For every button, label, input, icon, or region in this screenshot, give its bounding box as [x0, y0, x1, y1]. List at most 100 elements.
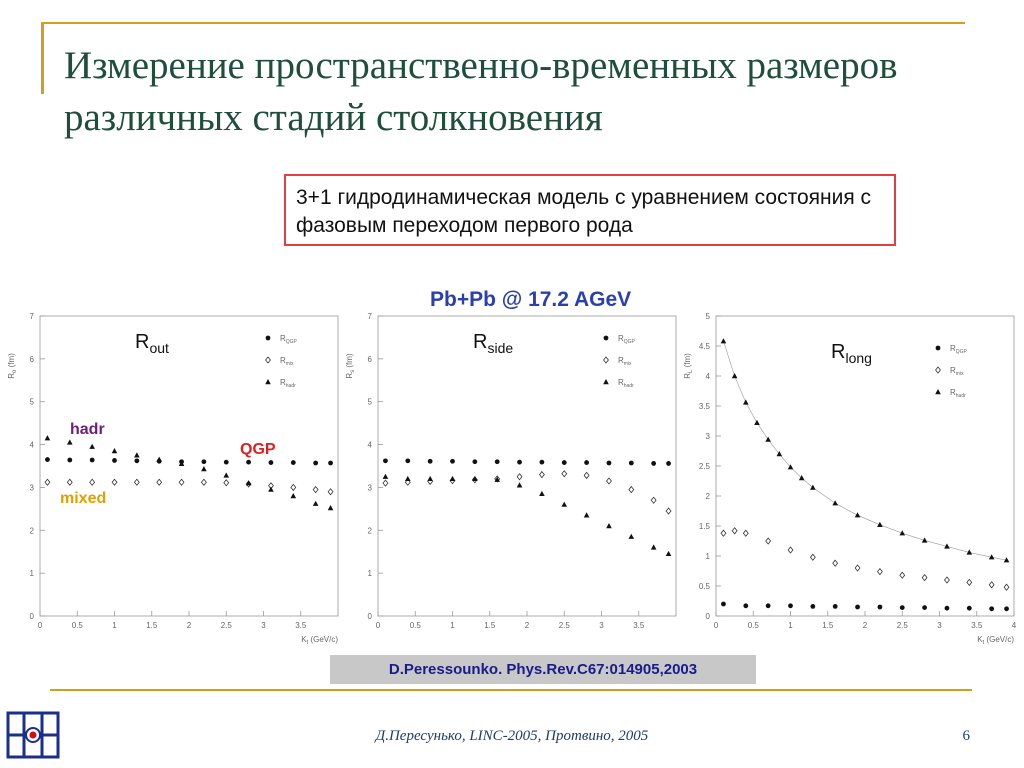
- data-point-circle: [112, 458, 117, 463]
- data-point-diamond: [876, 567, 883, 576]
- data-point-circle: [651, 461, 657, 466]
- data-point-triangle: [245, 480, 252, 486]
- footer-text: Д.Пересунько, LINC-2005, Протвино, 2005: [375, 728, 649, 744]
- data-point-circle: [561, 460, 567, 465]
- data-point-circle: [922, 605, 927, 610]
- data-point-circle: [584, 460, 589, 465]
- data-point-diamond: [66, 478, 73, 486]
- data-point-circle: [405, 458, 411, 464]
- data-point-triangle: [405, 475, 411, 482]
- legend-marker-diamond: [603, 356, 609, 364]
- data-point-diamond: [156, 478, 163, 486]
- y-tick-label: 3: [368, 483, 373, 492]
- legend-entry: Rmix: [618, 356, 632, 367]
- data-point-diamond: [89, 478, 96, 486]
- data-point-diamond: [44, 478, 51, 486]
- data-point-triangle: [798, 475, 805, 481]
- data-point-triangle: [988, 554, 995, 560]
- panel-label-side: Rside: [473, 331, 513, 356]
- annotation-qgp: QGP: [240, 441, 276, 458]
- x-tick-label: 1: [450, 621, 455, 630]
- x-tick-label: 2: [525, 621, 530, 630]
- data-point-circle: [1004, 606, 1009, 612]
- data-point-diamond: [650, 496, 657, 504]
- chart-panel-rside: 0 1 2 3 4 5 6 7 0 0.5 1 1.5 2 2.5 3 3.5 Rs (fm) Rside RQGP…: [338, 308, 683, 648]
- data-point-diamond: [832, 559, 839, 567]
- data-point-circle: [944, 605, 950, 611]
- y-tick-label: 0: [30, 612, 35, 621]
- legend-entry: Rmix: [280, 356, 294, 367]
- x-tick-label: 3.5: [295, 621, 307, 630]
- y-tick-label: 4: [706, 372, 711, 381]
- data-point-triangle: [720, 338, 727, 344]
- data-point-circle: [810, 604, 816, 609]
- y-axis-label: Ro (fm): [7, 353, 18, 379]
- y-tick-label: 5: [706, 312, 711, 321]
- data-point-circle: [89, 457, 95, 463]
- institute-logo-icon: [6, 711, 60, 759]
- x-tick-label: 3.5: [633, 621, 645, 630]
- data-point-triangle: [787, 464, 794, 470]
- data-point-triangle: [877, 521, 883, 527]
- data-point-diamond: [966, 578, 973, 587]
- data-point-circle: [666, 461, 671, 466]
- chart-panel-rout: 0 1 2 3 4 5 6 7 0 0.5 1 1.5 2 2.5 3 3.5 Ro (fm) Kt (GeV/c…: [0, 308, 345, 648]
- data-point-diamond: [787, 546, 794, 554]
- y-tick-label: 0: [706, 612, 711, 621]
- data-point-circle: [472, 459, 478, 465]
- legend-marker-diamond: [935, 366, 941, 374]
- y-tick-label: 2: [706, 492, 711, 501]
- legend-marker-circle: [603, 335, 609, 341]
- frame-top-rule: [41, 22, 965, 24]
- chart-svg-1: 0 1 2 3 4 5 6 7 0 0.5 1 1.5 2 2.5 3 3.5 Rs (fm) Rside RQGP…: [345, 312, 677, 630]
- data-point-circle: [450, 458, 455, 464]
- data-point-triangle: [494, 476, 500, 482]
- data-point-diamond: [765, 537, 772, 545]
- data-point-circle: [855, 604, 860, 610]
- series-guide-line: [723, 341, 1007, 561]
- data-point-triangle: [561, 501, 568, 507]
- y-tick-label: 6: [30, 355, 35, 364]
- legend-entry: RQGP: [280, 334, 298, 345]
- data-point-circle: [45, 457, 50, 462]
- legend-marker-triangle: [265, 379, 271, 385]
- data-point-triangle: [427, 475, 433, 482]
- data-point-triangle: [516, 482, 523, 488]
- data-point-triangle: [44, 435, 51, 441]
- legend-entry: Rhadr: [280, 378, 296, 389]
- data-point-diamond: [742, 529, 749, 537]
- data-point-circle: [67, 457, 73, 463]
- x-axis-label: Kt (GeV/c): [301, 635, 338, 646]
- data-point-circle: [328, 460, 333, 466]
- data-point-circle: [223, 459, 229, 465]
- y-tick-label: 4: [368, 441, 373, 450]
- data-point-triangle: [134, 452, 140, 458]
- page-number: 6: [962, 728, 971, 744]
- data-point-triangle: [743, 399, 749, 405]
- x-tick-label: 0: [714, 621, 719, 630]
- data-point-triangle: [178, 460, 185, 467]
- data-point-triangle: [776, 451, 783, 457]
- data-point-triangle: [899, 530, 906, 536]
- data-point-triangle: [628, 533, 635, 539]
- chart-svg-0: 0 1 2 3 4 5 6 7 0 0.5 1 1.5 2 2.5 3 3.5 Ro (fm) Kt (GeV/c…: [7, 312, 339, 646]
- y-tick-label: 1.5: [699, 522, 711, 531]
- legend-entry: Rhadr: [950, 388, 966, 399]
- slide-title: Измерение пространственно-временных разм…: [64, 44, 898, 139]
- legend-marker-circle: [265, 335, 271, 341]
- y-axis-label: Rs (fm): [345, 353, 356, 379]
- y-tick-label: 3: [30, 483, 35, 492]
- x-tick-label: 4: [1012, 621, 1017, 630]
- y-tick-label: 0.5: [699, 582, 711, 591]
- annotation-mixed: mixed: [60, 490, 107, 507]
- data-point-diamond: [720, 529, 727, 537]
- data-point-diamond: [809, 553, 816, 561]
- x-tick-label: 1: [788, 621, 793, 630]
- chart-panel-rlong: 0 0.5 1 1.5 2 2.5 3 3.5 4 4.5 5 0 0.5 1 1.5 2 2.5 3 3.5 4 RL…: [676, 308, 1021, 648]
- x-tick-label: 0.5: [72, 621, 84, 630]
- data-point-diamond: [312, 485, 319, 494]
- legend-entry: Rmix: [950, 366, 964, 377]
- x-tick-label: 3: [599, 621, 604, 630]
- y-tick-label: 1: [368, 569, 373, 578]
- x-tick-label: 2.5: [559, 621, 571, 630]
